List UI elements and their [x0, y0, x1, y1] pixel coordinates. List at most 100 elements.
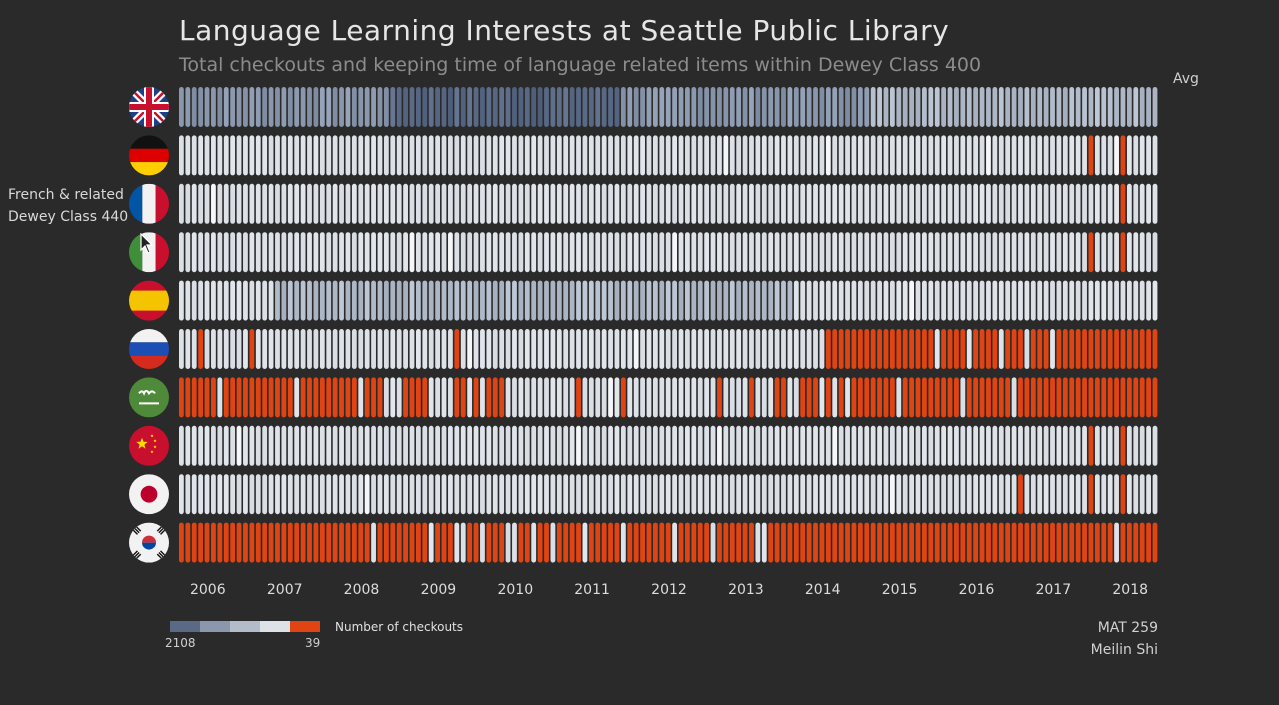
heatmap-cell[interactable] [563, 377, 569, 418]
heatmap-cell[interactable] [960, 377, 966, 418]
heatmap-cell[interactable] [377, 87, 383, 127]
heatmap-cell[interactable] [1069, 280, 1075, 321]
heatmap-cell[interactable] [620, 135, 626, 176]
heatmap-cell[interactable] [646, 135, 652, 176]
heatmap-cell[interactable] [223, 232, 229, 273]
heatmap-cell[interactable] [268, 425, 274, 466]
heatmap-cell[interactable] [383, 280, 389, 321]
heatmap-cell[interactable] [685, 183, 690, 224]
heatmap-cell[interactable] [954, 377, 959, 418]
heatmap-cell[interactable] [627, 474, 633, 515]
heatmap-cell[interactable] [518, 232, 524, 273]
heatmap-cell[interactable] [813, 135, 818, 176]
heatmap-cell[interactable] [319, 232, 325, 273]
heatmap-cell[interactable] [383, 474, 389, 515]
heatmap-cell[interactable] [537, 329, 543, 369]
heatmap-cell[interactable] [1139, 377, 1145, 418]
heatmap-cell[interactable] [819, 377, 825, 418]
heatmap-cell[interactable] [979, 280, 985, 321]
heatmap-cell[interactable] [422, 329, 428, 369]
heatmap-cell[interactable] [512, 522, 517, 563]
heatmap-cell[interactable] [409, 425, 415, 466]
heatmap-cell[interactable] [1011, 377, 1017, 418]
heatmap-cell[interactable] [1101, 329, 1107, 369]
heatmap-cell[interactable] [857, 135, 863, 176]
heatmap-cell[interactable] [1152, 183, 1158, 224]
heatmap-cell[interactable] [1126, 87, 1132, 127]
heatmap-cell[interactable] [191, 377, 197, 418]
heatmap-cell[interactable] [1082, 522, 1087, 563]
heatmap-cell[interactable] [294, 280, 300, 321]
heatmap-cell[interactable] [211, 474, 216, 515]
heatmap-cell[interactable] [275, 425, 280, 466]
heatmap-cell[interactable] [633, 280, 639, 321]
heatmap-cell[interactable] [179, 522, 184, 563]
heatmap-cell[interactable] [691, 329, 697, 369]
heatmap-cell[interactable] [672, 232, 678, 273]
heatmap-cell[interactable] [441, 232, 447, 273]
heatmap-cell[interactable] [211, 377, 216, 418]
heatmap-cell[interactable] [915, 329, 921, 369]
heatmap-cell[interactable] [588, 425, 594, 466]
heatmap-cell[interactable] [262, 232, 268, 273]
heatmap-cell[interactable] [319, 329, 325, 369]
heatmap-cell[interactable] [1056, 183, 1062, 224]
heatmap-row-saudi-arabia[interactable] [179, 377, 1158, 418]
heatmap-cell[interactable] [588, 280, 594, 321]
heatmap-cell[interactable] [185, 522, 191, 563]
heatmap-cell[interactable] [685, 135, 690, 176]
heatmap-cell[interactable] [544, 135, 549, 176]
heatmap-cell[interactable] [800, 474, 806, 515]
heatmap-cell[interactable] [313, 232, 319, 273]
south-korea-flag-icon[interactable] [129, 522, 169, 563]
heatmap-cell[interactable] [499, 232, 505, 273]
heatmap-cell[interactable] [249, 232, 255, 273]
heatmap-cell[interactable] [1024, 87, 1030, 127]
heatmap-cell[interactable] [512, 87, 517, 127]
avg-label[interactable]: Avg [1173, 71, 1199, 87]
heatmap-cell[interactable] [460, 135, 466, 176]
heatmap-cell[interactable] [428, 377, 434, 418]
heatmap-cell[interactable] [787, 425, 793, 466]
heatmap-cell[interactable] [1146, 377, 1151, 418]
heatmap-cell[interactable] [704, 232, 710, 273]
heatmap-cell[interactable] [223, 135, 229, 176]
heatmap-cell[interactable] [403, 183, 408, 224]
heatmap-cell[interactable] [806, 474, 812, 515]
heatmap-cell[interactable] [1005, 87, 1011, 127]
heatmap-cell[interactable] [358, 474, 364, 515]
heatmap-cell[interactable] [915, 425, 921, 466]
heatmap-cell[interactable] [723, 183, 729, 224]
heatmap-cell[interactable] [685, 522, 690, 563]
heatmap-cell[interactable] [435, 87, 441, 127]
heatmap-cell[interactable] [973, 522, 979, 563]
heatmap-cell[interactable] [1056, 135, 1062, 176]
heatmap-cell[interactable] [294, 425, 300, 466]
heatmap-cell[interactable] [569, 135, 575, 176]
heatmap-cell[interactable] [678, 329, 684, 369]
heatmap-cell[interactable] [652, 522, 658, 563]
heatmap-cell[interactable] [633, 183, 639, 224]
heatmap-cell[interactable] [243, 329, 248, 369]
heatmap-cell[interactable] [749, 280, 754, 321]
heatmap-cell[interactable] [300, 377, 306, 418]
heatmap-cell[interactable] [467, 377, 473, 418]
heatmap-cell[interactable] [723, 425, 729, 466]
heatmap-cell[interactable] [486, 425, 492, 466]
heatmap-cell[interactable] [749, 232, 754, 273]
heatmap-cell[interactable] [646, 425, 652, 466]
heatmap-cell[interactable] [275, 522, 280, 563]
heatmap-cell[interactable] [979, 377, 985, 418]
heatmap-cell[interactable] [736, 474, 742, 515]
heatmap-cell[interactable] [909, 232, 915, 273]
heatmap-cell[interactable] [761, 87, 767, 127]
heatmap-cell[interactable] [287, 232, 293, 273]
heatmap-cell[interactable] [941, 135, 947, 176]
heatmap-cell[interactable] [787, 474, 793, 515]
heatmap-cell[interactable] [339, 377, 344, 418]
heatmap-cell[interactable] [851, 135, 857, 176]
heatmap-cell[interactable] [755, 87, 761, 127]
heatmap-cell[interactable] [934, 87, 940, 127]
heatmap-cell[interactable] [217, 87, 223, 127]
heatmap-cell[interactable] [704, 87, 710, 127]
